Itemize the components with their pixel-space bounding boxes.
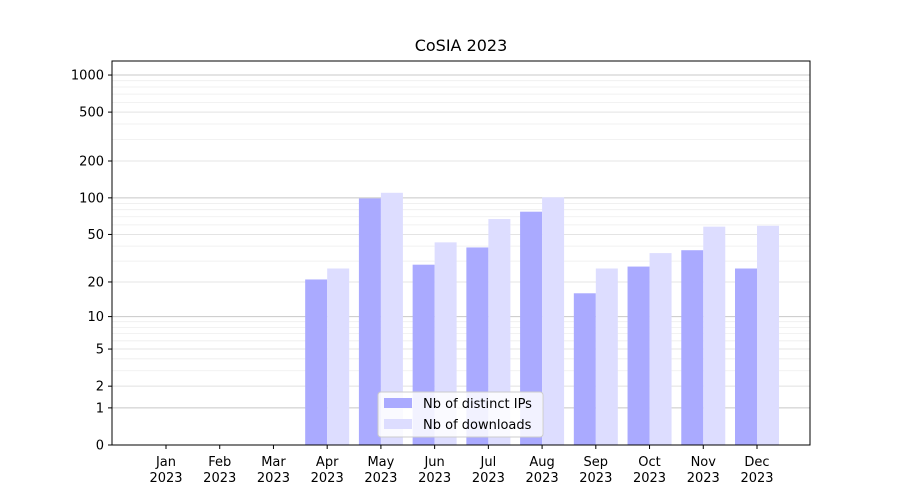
chart-title: CoSIA 2023 <box>415 36 508 55</box>
x-tick-label: Jul 2023 <box>472 455 505 486</box>
x-tick-label: Dec 2023 <box>740 455 773 486</box>
y-tick-label: 1000 <box>71 69 104 84</box>
x-tick-label: Nov 2023 <box>687 455 720 486</box>
y-tick-label: 20 <box>87 275 104 290</box>
bar <box>380 192 403 445</box>
bar <box>520 211 543 445</box>
bar <box>305 279 328 445</box>
x-tick-label: Apr 2023 <box>311 455 344 486</box>
bar <box>358 198 381 445</box>
x-tick-label: May 2023 <box>364 455 397 486</box>
x-tick-label: Jan 2023 <box>149 455 182 486</box>
x-tick-label: Mar 2023 <box>257 455 290 486</box>
legend: Nb of distinct IPs Nb of downloads <box>377 391 544 438</box>
y-tick-label: 2 <box>96 380 104 395</box>
bar <box>757 225 779 445</box>
y-tick-label: 200 <box>79 155 104 170</box>
x-tick-label: Feb 2023 <box>203 455 236 486</box>
x-tick-label: Sep 2023 <box>579 455 612 486</box>
bar <box>735 268 757 445</box>
x-tick-label: Oct 2023 <box>633 455 666 486</box>
legend-swatch <box>384 398 412 408</box>
y-tick-label: 100 <box>79 191 104 206</box>
y-tick-label: 10 <box>87 310 104 325</box>
plot-frame <box>111 60 811 446</box>
bar <box>488 219 511 445</box>
legend-label: Nb of downloads <box>423 418 532 433</box>
bar <box>327 268 350 445</box>
legend-box <box>377 391 544 438</box>
bar <box>649 253 672 445</box>
bar <box>542 197 565 445</box>
legend-swatch <box>384 419 412 429</box>
y-tick-label: 0 <box>96 439 104 454</box>
x-tick-label: Jun 2023 <box>418 455 451 486</box>
bar <box>573 293 596 445</box>
bar <box>595 268 618 445</box>
bar <box>627 266 650 445</box>
bar <box>681 250 704 445</box>
y-tick-label: 1 <box>96 401 104 416</box>
x-tick-label: Aug 2023 <box>526 455 559 486</box>
bar <box>703 226 726 445</box>
legend-label: Nb of distinct IPs <box>423 397 532 412</box>
y-tick-label: 50 <box>87 228 104 243</box>
y-tick-label: 5 <box>96 343 104 358</box>
y-tick-label: 500 <box>79 106 104 121</box>
